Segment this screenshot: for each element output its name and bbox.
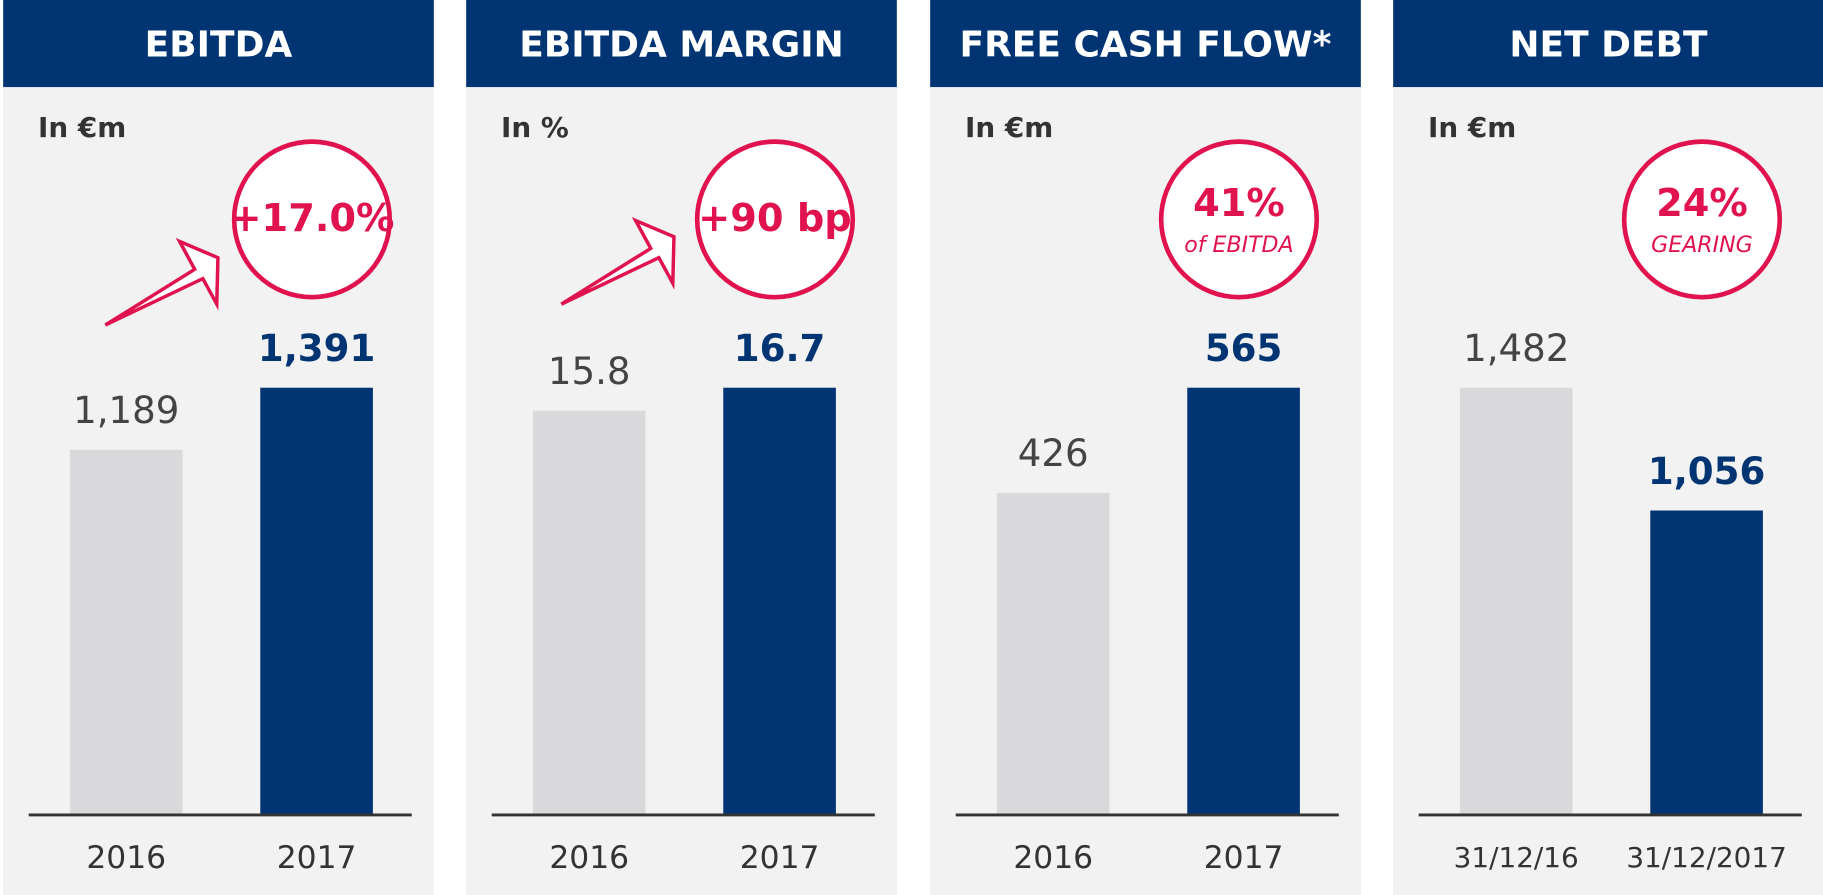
unit-label: In €m xyxy=(965,111,1053,144)
category-label: 2016 xyxy=(549,840,629,876)
badge-text: 41% xyxy=(1193,181,1285,226)
header xyxy=(466,0,897,88)
chart-panel: FREE CASH FLOW* In €m 41% of EBITDA 426 2016 5… xyxy=(930,0,1361,895)
value-label: 16.7 xyxy=(734,327,826,370)
badge-subtext: of EBITDA xyxy=(1184,233,1293,258)
bar xyxy=(1650,510,1763,815)
bar xyxy=(69,449,183,815)
category-label: 31/12/2017 xyxy=(1626,841,1786,874)
badge-circle xyxy=(1158,139,1320,300)
value-label: 15.8 xyxy=(548,350,631,393)
badge-circle xyxy=(231,139,393,300)
value-label: 1,056 xyxy=(1648,450,1765,493)
badge-text: +17.0% xyxy=(229,196,394,241)
category-label: 2016 xyxy=(86,840,166,876)
arrow xyxy=(104,237,220,327)
panel-title: FREE CASH FLOW* xyxy=(960,24,1332,65)
panel-title: EBITDA MARGIN xyxy=(519,24,843,65)
value-label: 565 xyxy=(1205,327,1283,370)
badge-circle xyxy=(694,139,856,300)
header xyxy=(3,0,434,88)
bar xyxy=(996,492,1110,815)
category-label: 2017 xyxy=(277,840,357,876)
value-label: 1,391 xyxy=(258,327,375,370)
value-label: 426 xyxy=(1018,432,1089,475)
bar xyxy=(1459,387,1573,815)
chart-panel: EBITDA In €m +17.0% 1,189 2016 1,391 2017 xyxy=(3,0,434,895)
arrow xyxy=(560,217,676,306)
bar xyxy=(532,410,646,815)
category-label: 31/12/16 xyxy=(1454,841,1579,874)
badge-circle xyxy=(1621,139,1783,300)
header xyxy=(1393,0,1823,88)
header xyxy=(930,0,1361,88)
panel-title: NET DEBT xyxy=(1509,24,1708,65)
panel-title: EBITDA xyxy=(145,24,293,65)
category-label: 2017 xyxy=(740,840,820,876)
badge-text: 24% xyxy=(1656,181,1748,226)
category-label: 2016 xyxy=(1013,840,1093,876)
unit-label: In €m xyxy=(38,111,126,144)
category-label: 2017 xyxy=(1204,840,1284,876)
bar xyxy=(260,387,373,815)
bar xyxy=(723,387,836,815)
chart-panel: NET DEBT In €m 24% GEARING 1,482 31/12/16 1,05… xyxy=(1393,0,1823,895)
value-label: 1,189 xyxy=(73,389,179,432)
value-label: 1,482 xyxy=(1463,327,1569,370)
bar xyxy=(1187,387,1300,815)
badge-subtext: GEARING xyxy=(1651,233,1753,258)
unit-label: In % xyxy=(501,111,569,144)
badge-text: +90 bp xyxy=(698,196,852,241)
unit-label: In €m xyxy=(1428,111,1516,144)
chart-panel: EBITDA MARGIN In % +90 bp 15.8 2016 16.7 2017 xyxy=(466,0,897,895)
